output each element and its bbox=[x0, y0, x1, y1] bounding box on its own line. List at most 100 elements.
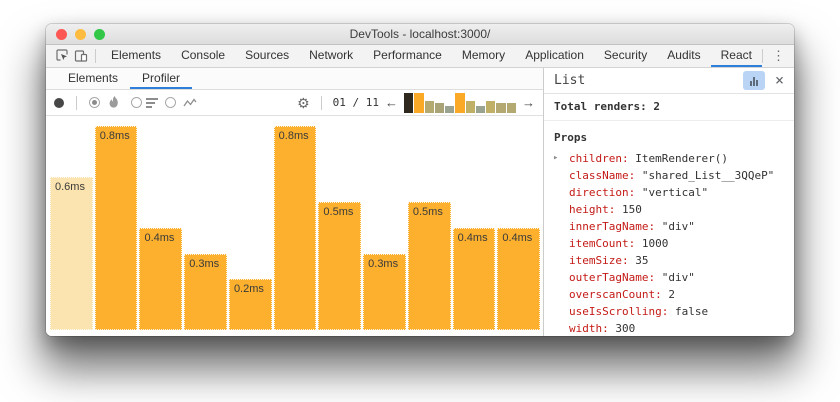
prop-row-height: height: 150 bbox=[544, 201, 794, 218]
traffic-lights bbox=[56, 29, 105, 40]
snapshot-mini-bar-selected[interactable] bbox=[404, 92, 414, 113]
tab-security[interactable]: Security bbox=[603, 48, 648, 62]
prop-key: height: bbox=[569, 203, 616, 216]
commit-bar[interactable]: 0.4ms bbox=[497, 228, 541, 330]
tab-performance[interactable]: Performance bbox=[373, 48, 442, 62]
minimize-window-button[interactable] bbox=[75, 29, 86, 40]
commit-duration-label: 0.4ms bbox=[457, 232, 488, 244]
render-chart-button[interactable] bbox=[742, 71, 765, 90]
prop-key: itemSize: bbox=[569, 254, 629, 267]
divider bbox=[762, 49, 763, 63]
prop-value: 150 bbox=[615, 203, 642, 216]
snapshot-mini-bar[interactable] bbox=[496, 102, 506, 113]
snapshot-mini-bar[interactable] bbox=[455, 93, 465, 113]
prop-key: itemCount: bbox=[569, 237, 636, 250]
tab-audits[interactable]: Audits bbox=[667, 48, 701, 62]
zoom-window-button[interactable] bbox=[94, 29, 105, 40]
prop-key: innerTagName: bbox=[569, 220, 656, 233]
device-toolbar-icon[interactable] bbox=[71, 46, 90, 66]
prop-value: 2 bbox=[661, 288, 675, 301]
react-tab-elements[interactable]: Elements bbox=[68, 71, 119, 85]
snapshot-mini-bar[interactable] bbox=[506, 102, 516, 113]
devtools-menu-icon[interactable]: ⋮ bbox=[772, 48, 785, 63]
tab-network[interactable]: Network bbox=[309, 48, 354, 62]
close-panel-icon[interactable]: × bbox=[774, 71, 784, 89]
inspect-element-icon[interactable] bbox=[52, 46, 71, 66]
commit-duration-label: 0.6ms bbox=[55, 181, 85, 193]
prop-value: ItemRenderer() bbox=[628, 152, 728, 165]
prop-key: children: bbox=[569, 152, 629, 165]
tab-memory[interactable]: Memory bbox=[461, 48, 506, 62]
commit-bar[interactable]: 0.5ms bbox=[318, 202, 362, 330]
tab-console[interactable]: Console bbox=[181, 48, 226, 62]
props-section: Props ▸ children: ItemRenderer() className… bbox=[544, 121, 794, 336]
commit-duration-label: 0.4ms bbox=[144, 232, 175, 244]
prop-value: 35 bbox=[628, 254, 649, 267]
tab-elements[interactable]: Elements bbox=[111, 48, 162, 62]
commit-duration-label: 0.5ms bbox=[323, 206, 354, 218]
commit-duration-label: 0.4ms bbox=[502, 232, 533, 244]
record-button[interactable] bbox=[54, 97, 64, 108]
snapshot-mini-bar[interactable] bbox=[434, 103, 445, 113]
divider bbox=[95, 49, 97, 63]
prop-row-outerTagName: outerTagName: "div" bbox=[544, 269, 794, 286]
snapshot-selector[interactable] bbox=[404, 92, 516, 113]
prop-value: 300 bbox=[608, 322, 636, 335]
snapshot-navigation: ⚙ 01 / 11 ← → bbox=[297, 92, 535, 113]
snapshot-mini-bar[interactable] bbox=[424, 100, 434, 113]
ranked-chart-icon bbox=[146, 97, 158, 108]
component-details-panel: List × Total renders: 2 Props ▸ children:… bbox=[544, 68, 794, 336]
snapshot-mini-bar[interactable] bbox=[414, 92, 424, 113]
prop-key: overscanCount: bbox=[569, 288, 662, 301]
prop-value: "vertical" bbox=[635, 186, 709, 199]
commit-bar[interactable]: 0.5ms bbox=[407, 202, 451, 330]
prev-snapshot-button[interactable]: ← bbox=[385, 95, 398, 110]
react-tab-profiler[interactable]: Profiler bbox=[130, 68, 192, 89]
commit-bar[interactable]: 0.3ms bbox=[363, 254, 406, 330]
prop-row-className: className: "shared_List__3QQeP" bbox=[544, 167, 794, 184]
commit-duration-label: 0.5ms bbox=[412, 206, 443, 218]
interactions-view-radio[interactable] bbox=[165, 93, 200, 113]
props-list: ▸ children: ItemRenderer() className: "sha… bbox=[544, 150, 794, 336]
commit-duration-label: 0.8ms bbox=[278, 130, 309, 142]
tab-application[interactable]: Application bbox=[525, 48, 584, 62]
snapshot-mini-bar[interactable] bbox=[465, 100, 475, 113]
snapshot-mini-bar[interactable] bbox=[445, 105, 455, 113]
prop-row-itemCount: itemCount: 1000 bbox=[544, 235, 794, 252]
prop-row-itemSize: itemSize: 35 bbox=[544, 252, 794, 269]
prop-row-width: width: 300 bbox=[544, 320, 794, 336]
prop-value: 1000 bbox=[635, 237, 669, 250]
commit-bar[interactable]: 0.8ms bbox=[94, 126, 138, 330]
snapshot-mini-bar[interactable] bbox=[486, 100, 496, 113]
commit-bar[interactable]: 0.4ms bbox=[139, 228, 183, 330]
close-window-button[interactable] bbox=[56, 29, 67, 40]
total-renders: Total renders: 2 bbox=[544, 94, 794, 121]
profiler-toolbar: ⚙ 01 / 11 ← → bbox=[46, 90, 543, 116]
commit-bar-chart: 0.6ms 0.8ms 0.4ms 0.3ms 0.2ms 0.8ms 0.5ms 0.3ms… bbox=[46, 116, 543, 336]
next-snapshot-button[interactable]: → bbox=[522, 95, 535, 110]
tab-sources[interactable]: Sources bbox=[245, 48, 290, 62]
devtools-body: Elements Profiler bbox=[46, 68, 794, 336]
details-panel-header: List × bbox=[544, 68, 794, 94]
expand-arrow-icon[interactable]: ▸ bbox=[553, 153, 559, 163]
commit-bar[interactable]: 0.6ms bbox=[50, 177, 93, 330]
tab-react[interactable]: React bbox=[711, 45, 762, 67]
commit-bar[interactable]: 0.2ms bbox=[228, 279, 272, 330]
divider bbox=[76, 95, 77, 110]
selected-component-name: List bbox=[554, 73, 586, 88]
commit-bar[interactable]: 0.4ms bbox=[452, 228, 496, 330]
commit-bar[interactable]: 0.3ms bbox=[184, 254, 227, 330]
ranked-view-radio[interactable] bbox=[131, 97, 158, 108]
prop-row-innerTagName: innerTagName: "div" bbox=[544, 218, 794, 235]
prop-value: "div" bbox=[655, 220, 695, 233]
snapshot-mini-bar[interactable] bbox=[475, 105, 486, 113]
flamegraph-view-radio[interactable] bbox=[89, 93, 124, 113]
snapshot-position-label: 01 / 11 bbox=[332, 96, 379, 109]
devtools-window: DevTools - localhost:3000/ Elements Conso… bbox=[46, 24, 794, 336]
window-title: DevTools - localhost:3000/ bbox=[349, 27, 491, 41]
devtools-tabbar: Elements Console Sources Network Performance… bbox=[46, 45, 794, 68]
window-titlebar: DevTools - localhost:3000/ bbox=[46, 24, 794, 45]
commit-bar[interactable]: 0.8ms bbox=[273, 126, 317, 330]
settings-gear-icon[interactable]: ⚙ bbox=[297, 94, 310, 111]
